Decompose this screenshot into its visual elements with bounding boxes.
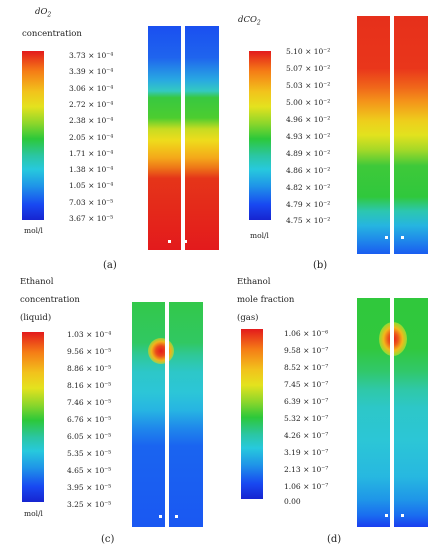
tick-label: 3.73 × 10⁻⁴ xyxy=(69,51,114,60)
tick-label: 5.00 × 10⁻² xyxy=(286,98,331,107)
tick-label: 1.06 × 10⁻⁶ xyxy=(284,329,329,338)
panel-label-a: (a) xyxy=(103,260,117,271)
contour-field-a xyxy=(148,26,219,250)
geometry-divider xyxy=(390,298,394,527)
title-a-var: dO2 xyxy=(35,7,52,19)
probe-point xyxy=(168,240,171,243)
tick-label: 0.00 xyxy=(284,497,301,506)
tick-label: 1.71 × 10⁻⁴ xyxy=(69,148,114,158)
probe-point xyxy=(184,240,187,243)
title-a-concentration: concentration xyxy=(22,29,82,39)
unit-b: mol/l xyxy=(250,231,269,240)
title-d-line1: Ethanol xyxy=(237,277,271,287)
probe-point xyxy=(401,236,404,239)
tick-label: 3.95 × 10⁻⁵ xyxy=(67,483,112,492)
contour-field-c xyxy=(132,302,203,527)
tick-label: 4.89 × 10⁻² xyxy=(286,149,331,158)
probe-point xyxy=(175,515,178,518)
tick-label: 2.13 × 10⁻⁷ xyxy=(284,465,329,474)
contour-field-b xyxy=(357,16,428,254)
probe-point xyxy=(385,236,388,239)
tick-label: 2.05 × 10⁻⁴ xyxy=(69,132,114,142)
tick-label: 6.05 × 10⁻⁵ xyxy=(67,432,112,441)
tick-label: 5.32 × 10⁻⁷ xyxy=(284,414,329,423)
tick-label: 7.46 × 10⁻⁵ xyxy=(67,398,112,407)
tick-label: 7.03 × 10⁻⁵ xyxy=(69,197,114,207)
title-c-line1: Ethanol xyxy=(20,277,54,287)
tick-label: 3.39 × 10⁻⁴ xyxy=(69,67,114,77)
contour-field-d xyxy=(357,298,428,527)
title-c-line3: (liquid) xyxy=(20,313,52,323)
tick-label: 9.58 × 10⁻⁷ xyxy=(284,346,329,355)
tick-label: 8.86 × 10⁻⁵ xyxy=(67,364,112,373)
tick-label: 4.86 × 10⁻² xyxy=(286,166,331,175)
tick-label: 4.96 × 10⁻² xyxy=(286,115,331,124)
tick-label: 7.45 × 10⁻⁷ xyxy=(284,380,329,389)
tick-label: 3.67 × 10⁻⁵ xyxy=(69,214,114,223)
title-b-var: dCO2 xyxy=(238,15,261,27)
unit-a: mol/l xyxy=(24,226,43,235)
tick-label: 4.82 × 10⁻² xyxy=(286,183,331,192)
geometry-divider xyxy=(390,16,394,254)
tick-label: 5.03 × 10⁻² xyxy=(286,81,331,90)
panel-label-c: (c) xyxy=(101,534,115,545)
tick-label: 1.03 × 10⁻⁴ xyxy=(67,330,112,339)
colorbar-d xyxy=(241,329,263,499)
tick-label: 1.06 × 10⁻⁷ xyxy=(284,482,329,491)
title-d-line3: (gas) xyxy=(237,313,259,323)
tick-label: 9.56 × 10⁻⁵ xyxy=(67,347,112,356)
panel-label-d: (d) xyxy=(327,534,342,545)
tick-label: 4.26 × 10⁻⁷ xyxy=(284,431,329,440)
title-c-line2: concentration xyxy=(20,295,80,305)
tick-label: 3.19 × 10⁻⁷ xyxy=(284,448,329,457)
tick-label: 3.25 × 10⁻⁵ xyxy=(67,500,112,509)
geometry-divider xyxy=(165,302,169,527)
tick-label: 8.16 × 10⁻⁵ xyxy=(67,381,112,390)
probe-point xyxy=(159,515,162,518)
geometry-divider xyxy=(181,26,185,250)
tick-label: 1.05 × 10⁻⁴ xyxy=(69,181,114,191)
title-d-line2: mole fraction xyxy=(237,295,295,305)
tick-label: 4.93 × 10⁻² xyxy=(286,132,331,141)
panel-label-b: (b) xyxy=(313,260,328,271)
tick-label: 5.35 × 10⁻⁵ xyxy=(67,449,112,458)
colorbar-a xyxy=(22,51,44,220)
tick-label: 6.39 × 10⁻⁷ xyxy=(284,397,329,406)
tick-label: 4.75 × 10⁻² xyxy=(286,216,331,225)
tick-label: 6.76 × 10⁻⁵ xyxy=(67,415,112,424)
tick-label: 5.07 × 10⁻² xyxy=(286,64,331,73)
ethanol-hotspot xyxy=(148,338,174,364)
probe-point xyxy=(401,514,404,517)
tick-label: 2.38 × 10⁻⁴ xyxy=(69,116,114,126)
tick-label: 4.65 × 10⁻⁵ xyxy=(67,466,112,475)
tick-label: 4.79 × 10⁻² xyxy=(286,200,331,209)
tick-label: 8.52 × 10⁻⁷ xyxy=(284,363,329,372)
tick-label: 1.38 × 10⁻⁴ xyxy=(69,165,114,175)
probe-point xyxy=(385,514,388,517)
colorbar-c xyxy=(22,332,44,502)
unit-c: mol/l xyxy=(24,509,43,518)
tick-label: 5.10 × 10⁻² xyxy=(286,47,331,56)
colorbar-b xyxy=(249,51,271,220)
tick-label: 3.06 × 10⁻⁴ xyxy=(69,83,114,93)
tick-label: 2.72 × 10⁻⁴ xyxy=(69,99,114,109)
